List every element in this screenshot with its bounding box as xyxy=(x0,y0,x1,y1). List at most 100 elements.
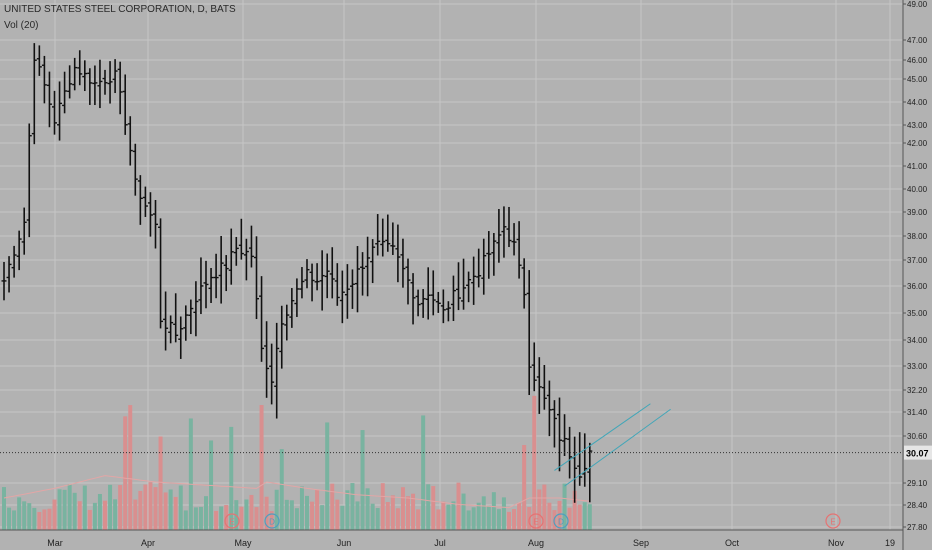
volume-bar xyxy=(335,499,340,530)
volume-bar xyxy=(82,485,87,530)
ohlc-bar xyxy=(142,186,148,217)
volume-bar xyxy=(103,500,107,530)
volume-bar xyxy=(461,493,466,530)
ohlc-bar xyxy=(243,238,249,281)
volume-bar xyxy=(158,436,163,530)
ohlc-bar xyxy=(87,68,93,105)
price-tick-label: 38.00 xyxy=(907,232,928,241)
ohlc-bar xyxy=(82,60,88,92)
ohlc-bar xyxy=(117,61,123,115)
price-tick-label: 44.00 xyxy=(907,98,928,107)
volume-bar xyxy=(148,482,153,530)
ohlc-bar xyxy=(72,57,78,91)
ohlc-bar xyxy=(294,278,300,317)
ohlc-bar xyxy=(228,228,234,285)
volume-bar xyxy=(193,507,198,530)
volume-bar xyxy=(12,510,17,530)
volume-bar xyxy=(299,486,304,530)
volume-bar xyxy=(52,499,57,530)
ohlc-bar xyxy=(218,235,224,304)
ohlc-bar xyxy=(248,225,254,268)
volume-bar xyxy=(289,500,294,530)
ohlc-bar xyxy=(97,59,103,109)
volume-bar xyxy=(486,505,491,530)
ohlc-bar xyxy=(360,252,366,296)
ohlc-bar xyxy=(324,253,330,299)
ohlc-bar xyxy=(456,262,461,311)
ohlc-bar xyxy=(132,143,138,196)
ohlc-bar xyxy=(314,263,320,291)
event-marker-circle xyxy=(825,513,841,529)
last-price-badge xyxy=(904,445,932,460)
ohlc-bar xyxy=(425,267,431,320)
time-tick-label: Oct xyxy=(725,538,740,548)
volume-bar xyxy=(512,509,517,530)
event-marker-earnings: E xyxy=(528,513,544,529)
volume-bar xyxy=(173,496,178,530)
trend-channel-upper xyxy=(554,403,651,471)
volume-bar xyxy=(406,496,410,530)
volume-bar xyxy=(451,501,456,530)
trend-channel-lower xyxy=(564,408,671,487)
ohlc-bar xyxy=(259,276,265,362)
ohlc-bar xyxy=(582,433,588,487)
ohlc-bar xyxy=(551,400,557,448)
ohlc-bar xyxy=(6,256,12,293)
volume-bar xyxy=(385,501,390,530)
ohlc-bars xyxy=(1,43,593,503)
last-price-label: 30.07 xyxy=(906,449,929,459)
ohlc-bar xyxy=(52,90,57,135)
ohlc-bar xyxy=(339,270,345,324)
volume-bar xyxy=(517,502,522,530)
ohlc-bar xyxy=(122,74,128,135)
ohlc-bar xyxy=(577,432,583,486)
ohlc-bar xyxy=(11,245,17,278)
volume-bar xyxy=(370,503,375,530)
time-tick-label: Jun xyxy=(337,538,352,548)
ohlc-bar xyxy=(405,258,411,305)
ohlc-bar xyxy=(173,293,179,343)
price-tick-label: 27.80 xyxy=(907,523,928,532)
time-tick-label: 19 xyxy=(885,538,895,548)
volume-bar xyxy=(198,506,203,530)
ohlc-bar xyxy=(476,248,482,288)
volume-bar xyxy=(345,490,350,530)
ohlc-bar xyxy=(269,343,275,405)
volume-bar xyxy=(305,495,309,530)
ohlc-bar xyxy=(233,236,239,266)
price-tick-label: 33.00 xyxy=(907,362,928,371)
ohlc-bar xyxy=(213,253,219,299)
price-tick-label: 49.00 xyxy=(907,0,928,9)
event-marker-circle xyxy=(528,513,544,529)
event-marker-label: D xyxy=(269,518,275,527)
ohlc-bar xyxy=(435,291,441,313)
ohlc-bar xyxy=(279,305,285,369)
event-marker-circle xyxy=(224,513,240,529)
volume-bar xyxy=(577,504,582,530)
chart-overlays xyxy=(0,403,903,487)
volume-bar xyxy=(507,511,511,530)
time-tick-label: Sep xyxy=(633,538,649,548)
volume-bar xyxy=(476,502,481,530)
event-marker-label: E xyxy=(229,518,234,527)
volume-bar xyxy=(37,511,42,530)
ohlc-bar xyxy=(107,61,113,104)
ohlc-bar xyxy=(254,236,259,320)
ohlc-bar xyxy=(466,271,472,303)
ohlc-bar xyxy=(587,442,593,503)
price-tick-label: 42.00 xyxy=(907,139,928,148)
ohlc-bar xyxy=(506,206,512,248)
volume-bar xyxy=(471,507,476,530)
volume-bar xyxy=(416,509,421,530)
ohlc-bar xyxy=(289,288,295,328)
ohlc-bar xyxy=(41,55,47,104)
volume-bar xyxy=(426,484,431,530)
volume-bar xyxy=(214,510,219,530)
ohlc-bar xyxy=(26,123,32,238)
volume-histogram xyxy=(2,395,592,530)
volume-bar xyxy=(380,483,385,530)
volume-bar xyxy=(340,505,345,530)
ohlc-bar xyxy=(198,257,204,315)
event-marker-earnings: E xyxy=(825,513,841,529)
